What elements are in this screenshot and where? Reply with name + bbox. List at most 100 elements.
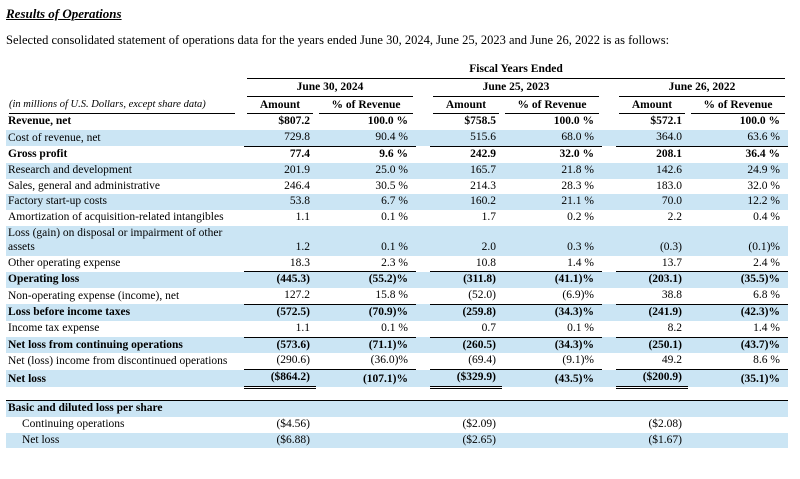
- amount-value: 10.8: [475, 256, 496, 269]
- amount-value: [616, 399, 688, 417]
- fiscal-years-header: Fiscal Years Ended: [247, 63, 785, 79]
- row-label: Operating loss: [8, 273, 80, 286]
- amount-value: 729.8: [284, 131, 310, 144]
- period-header-row: June 30, 2024 June 25, 2023 June 26, 202…: [6, 79, 788, 97]
- row-label: Amortization of acquisition-related inta…: [8, 211, 224, 224]
- column-gap: [416, 179, 430, 195]
- percent-of-revenue-value: 0.1 %: [381, 321, 408, 334]
- amount-value: $807.2: [278, 115, 310, 128]
- column-gap: [416, 226, 430, 256]
- amount-value: $758.5: [464, 115, 496, 128]
- results-of-operations-section: Results of Operations Selected consolida…: [6, 6, 788, 449]
- row-label: Factory start-up costs: [8, 195, 108, 208]
- table-row: Net loss ($864.2) (107.1)% ($329.9) (43.5)% (…: [6, 369, 788, 389]
- amount-value: 0.7: [481, 321, 496, 334]
- percent-of-revenue-value: [502, 417, 602, 433]
- column-gap: [602, 272, 616, 288]
- column-gap: [238, 399, 244, 417]
- fiscal-years-header-cell: Fiscal Years Ended: [244, 61, 788, 79]
- column-gap: [416, 417, 430, 433]
- amount-value: (573.6): [244, 336, 316, 354]
- table-row: Net (loss) income from discontinued oper…: [6, 353, 788, 369]
- fiscal-years-header-row: Fiscal Years Ended: [6, 61, 788, 79]
- column-gap: [416, 304, 430, 320]
- stub-note-cell: (in millions of U.S. Dollars, except sha…: [6, 97, 238, 115]
- amount-value: 246.4: [284, 179, 310, 192]
- amount-header: Amount: [247, 99, 313, 115]
- table-row: Revenue, net $807.2 100.0 % $758.5 100.0 % $5…: [6, 114, 788, 130]
- column-gap: [602, 179, 616, 195]
- amount-value: (290.6): [276, 354, 310, 367]
- amount-value: 183.0: [656, 179, 682, 192]
- table-row: Non-operating expense (income), net 127.2…: [6, 288, 788, 304]
- row-label: Basic and diluted loss per share: [6, 399, 238, 417]
- column-gap: [416, 97, 430, 115]
- column-gap: [416, 210, 430, 226]
- amount-value: [244, 399, 316, 417]
- pct-header-cell: % of Revenue: [502, 97, 602, 115]
- percent-of-revenue-value: 63.6 %: [747, 131, 780, 144]
- percent-of-revenue-value: 2.4 %: [753, 256, 780, 269]
- column-gap: [602, 288, 616, 304]
- table-row: Continuing operations ($4.56) ($2.09) ($2.0…: [6, 417, 788, 433]
- row-label: Loss (gain) on disposal or impairment of…: [8, 226, 223, 253]
- amount-value: 1.1: [295, 321, 310, 334]
- percent-of-revenue-value: [316, 417, 416, 433]
- amount-value: (260.5): [430, 336, 502, 354]
- percent-of-revenue-value: (34.3)%: [502, 336, 602, 354]
- column-gap: [602, 417, 616, 433]
- percent-of-revenue-value: (41.1)%: [502, 271, 602, 289]
- amount-value: (241.9): [616, 303, 688, 321]
- amount-value: 18.3: [289, 256, 310, 269]
- amount-value: 142.6: [656, 163, 682, 176]
- table-row: Gross profit 77.4 9.6 % 242.9 32.0 % 208.1 36.…: [6, 145, 788, 163]
- amount-header: Amount: [433, 99, 499, 115]
- percent-of-revenue-value: (6.9)%: [562, 289, 594, 302]
- percent-of-revenue-value: 0.3 %: [567, 240, 594, 253]
- column-gap: [416, 79, 430, 97]
- amount-value: 364.0: [656, 131, 682, 144]
- column-gap: [602, 226, 616, 256]
- stub-spacer-cell: [6, 79, 238, 97]
- percent-of-revenue-value: (107.1)%: [316, 369, 416, 388]
- table-row: Cost of revenue, net 729.8 90.4 % 515.6 68.0…: [6, 130, 788, 147]
- amount-value: ($2.08): [648, 417, 682, 430]
- percent-of-revenue-value: (43.5)%: [502, 369, 602, 388]
- amount-value: (52.0): [468, 289, 496, 302]
- percent-of-revenue-value: 12.2 %: [747, 195, 780, 208]
- table-row: Factory start-up costs 53.8 6.7 % 160.2 21.1…: [6, 194, 788, 211]
- amount-header-cell: Amount: [244, 97, 316, 115]
- amount-header-cell: Amount: [616, 97, 688, 115]
- percent-of-revenue-value: 32.0 %: [747, 179, 780, 192]
- column-gap: [602, 210, 616, 226]
- amount-value: 2.0: [481, 240, 496, 253]
- column-gap: [416, 321, 430, 337]
- column-gap: [602, 194, 616, 210]
- percent-of-revenue-value: 9.6 %: [316, 145, 416, 163]
- column-gap: [416, 114, 430, 130]
- amount-value: 2.2: [667, 211, 682, 224]
- percent-of-revenue-value: 90.4 %: [375, 131, 408, 144]
- spacer-row: [6, 387, 788, 400]
- period-2024-label: June 30, 2024: [247, 81, 413, 97]
- column-gap: [602, 114, 616, 130]
- percent-of-revenue-value: [688, 399, 788, 417]
- amount-header: Amount: [619, 99, 685, 115]
- amount-value: 49.2: [661, 354, 682, 367]
- column-gap: [602, 79, 616, 97]
- amount-value: (0.3): [659, 240, 682, 253]
- row-label: Gross profit: [8, 147, 68, 160]
- column-gap: [602, 337, 616, 353]
- row-label: Research and development: [8, 163, 132, 176]
- percent-of-revenue-value: (70.9)%: [316, 303, 416, 321]
- pct-of-revenue-header: % of Revenue: [319, 99, 413, 115]
- column-gap: [602, 130, 616, 146]
- row-label: Net loss: [22, 433, 60, 446]
- column-gap: [416, 288, 430, 304]
- period-2022-label: June 26, 2022: [619, 81, 785, 97]
- pct-header-cell: % of Revenue: [316, 97, 416, 115]
- amount-value: 242.9: [430, 145, 502, 163]
- column-gap: [416, 337, 430, 353]
- percent-of-revenue-value: 1.4 %: [567, 256, 594, 269]
- amount-value: 127.2: [284, 289, 310, 302]
